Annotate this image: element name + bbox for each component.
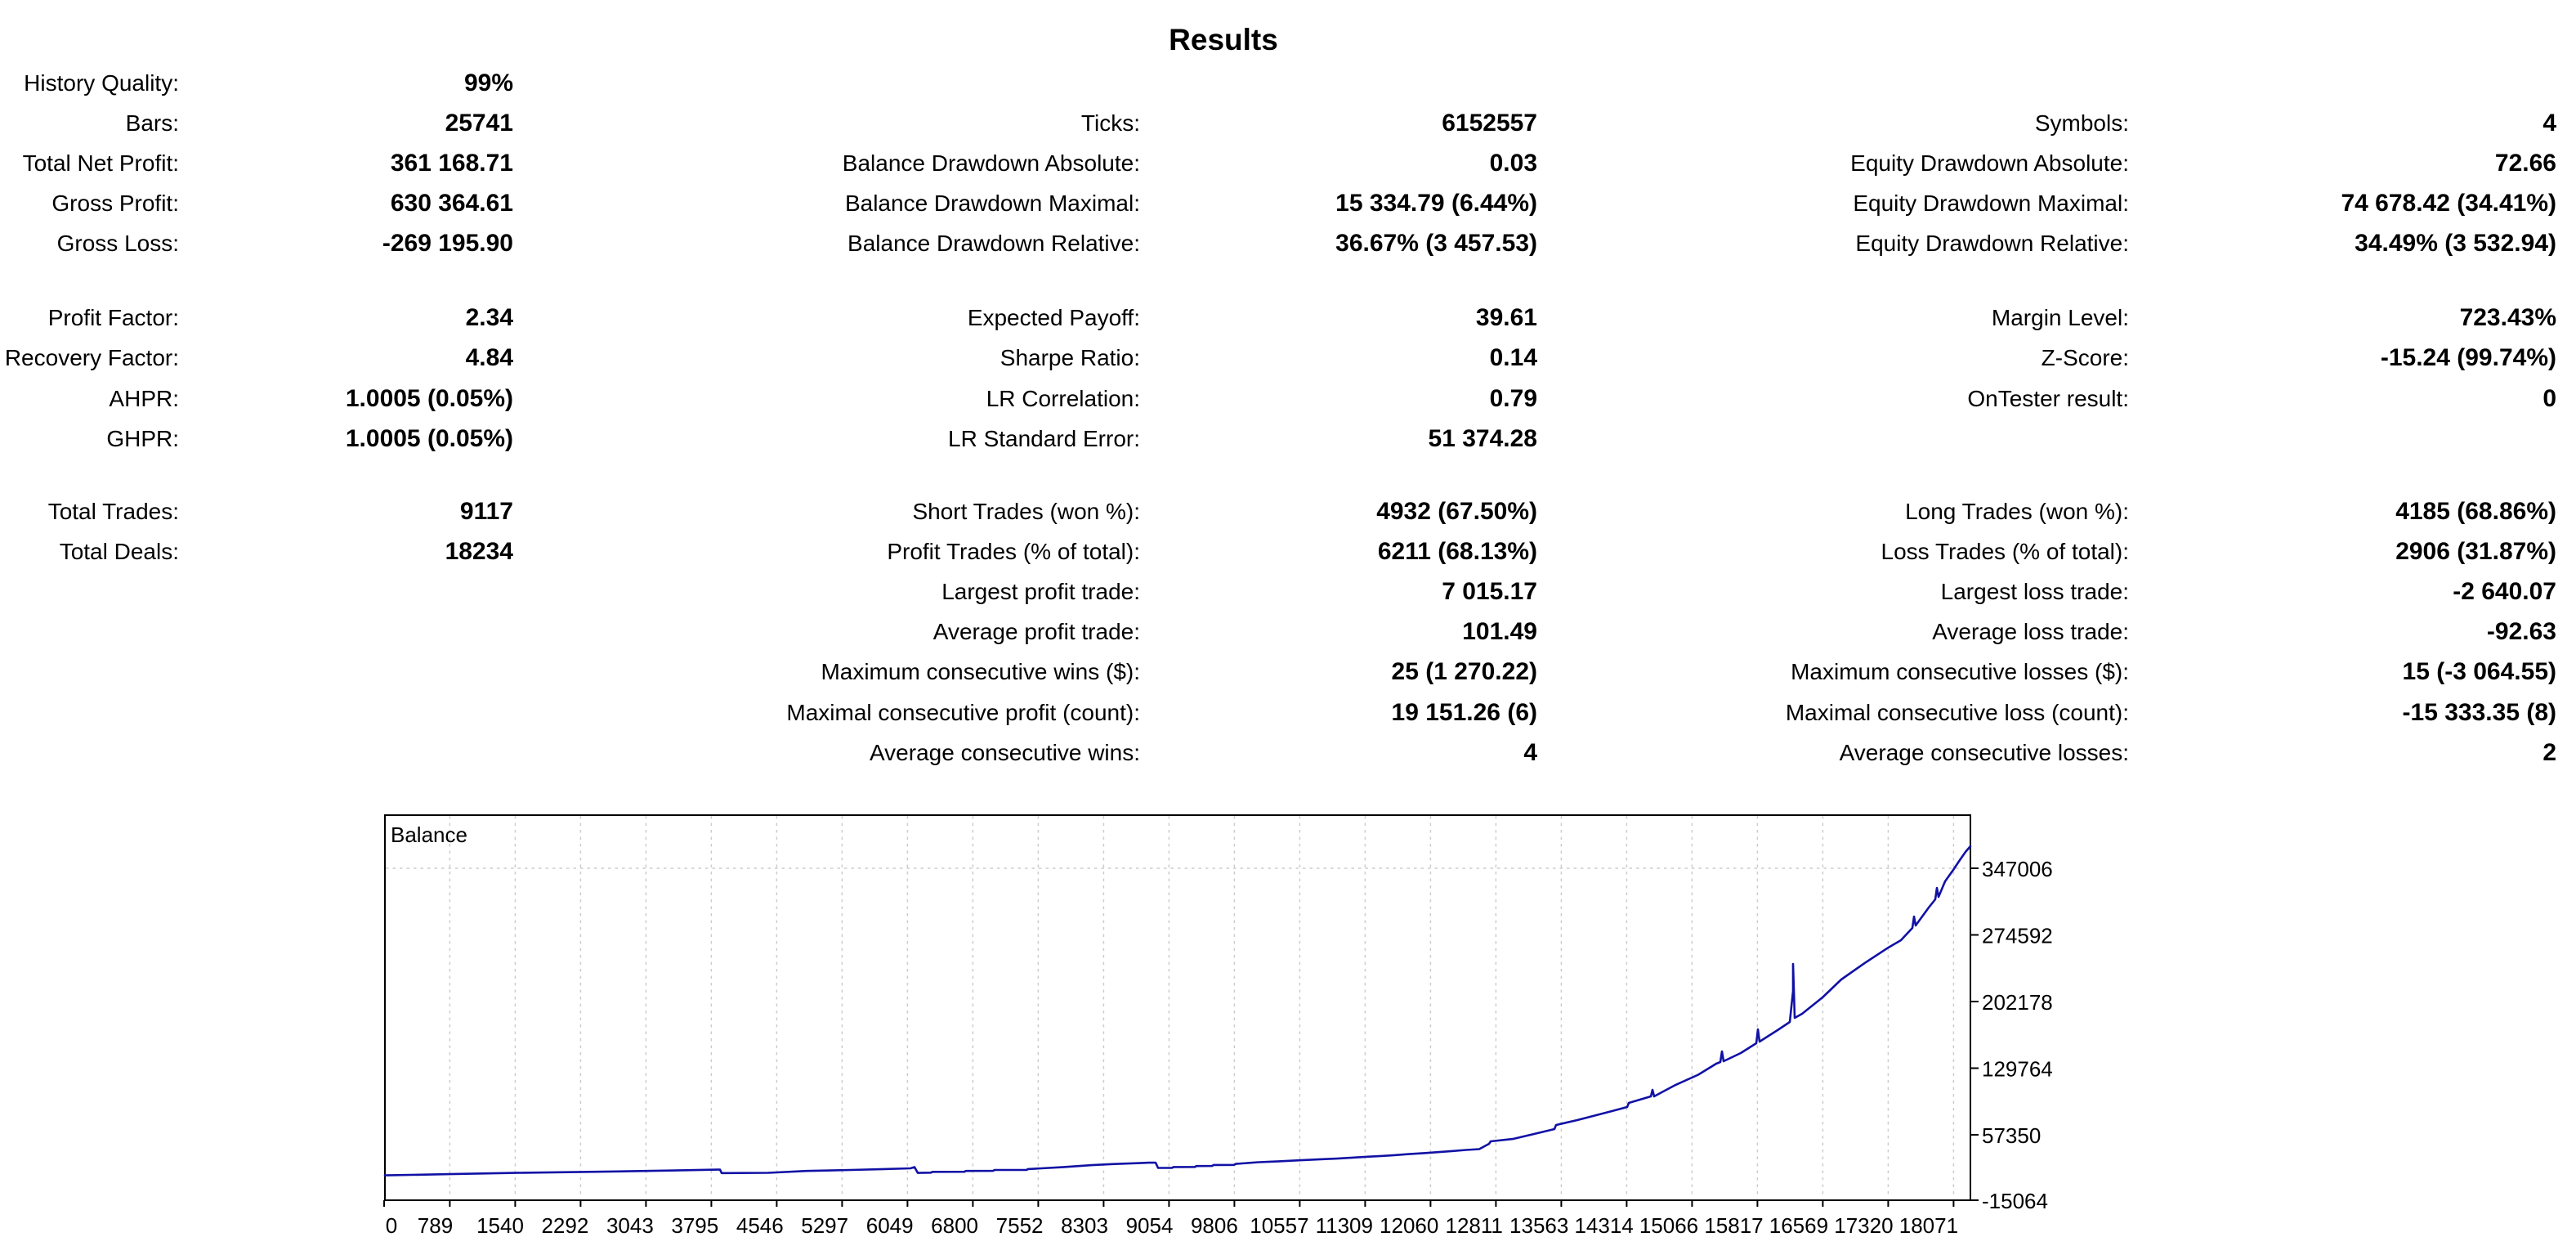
svg-text:274592: 274592 — [1982, 924, 2053, 948]
svg-text:11309: 11309 — [1316, 1213, 1373, 1238]
svg-text:1540: 1540 — [476, 1213, 524, 1238]
svg-text:12060: 12060 — [1380, 1213, 1438, 1238]
svg-text:8303: 8303 — [1061, 1213, 1108, 1238]
svg-text:0: 0 — [386, 1213, 397, 1238]
svg-text:12811: 12811 — [1446, 1213, 1503, 1238]
svg-text:7552: 7552 — [996, 1213, 1044, 1238]
svg-text:129764: 129764 — [1982, 1057, 2053, 1082]
svg-text:16569: 16569 — [1769, 1213, 1828, 1238]
svg-text:347006: 347006 — [1982, 857, 2053, 881]
svg-text:15066: 15066 — [1639, 1213, 1698, 1238]
svg-text:15817: 15817 — [1704, 1213, 1763, 1238]
svg-text:57350: 57350 — [1982, 1123, 2041, 1148]
svg-text:9054: 9054 — [1126, 1213, 1174, 1238]
svg-text:14314: 14314 — [1574, 1213, 1633, 1238]
svg-text:10557: 10557 — [1250, 1213, 1308, 1238]
svg-text:9806: 9806 — [1191, 1213, 1238, 1238]
svg-text:202178: 202178 — [1982, 990, 2053, 1015]
svg-text:17320: 17320 — [1834, 1213, 1893, 1238]
svg-text:789: 789 — [418, 1213, 453, 1238]
svg-text:-15064: -15064 — [1982, 1189, 2048, 1213]
svg-text:13563: 13563 — [1509, 1213, 1568, 1238]
svg-text:18071: 18071 — [1899, 1213, 1958, 1238]
svg-text:3795: 3795 — [671, 1213, 718, 1238]
svg-text:4546: 4546 — [736, 1213, 784, 1238]
svg-text:3043: 3043 — [606, 1213, 654, 1238]
svg-text:6800: 6800 — [931, 1213, 978, 1238]
svg-text:5297: 5297 — [801, 1213, 848, 1238]
svg-text:Balance: Balance — [391, 822, 467, 847]
svg-text:2292: 2292 — [541, 1213, 588, 1238]
svg-text:6049: 6049 — [866, 1213, 914, 1238]
